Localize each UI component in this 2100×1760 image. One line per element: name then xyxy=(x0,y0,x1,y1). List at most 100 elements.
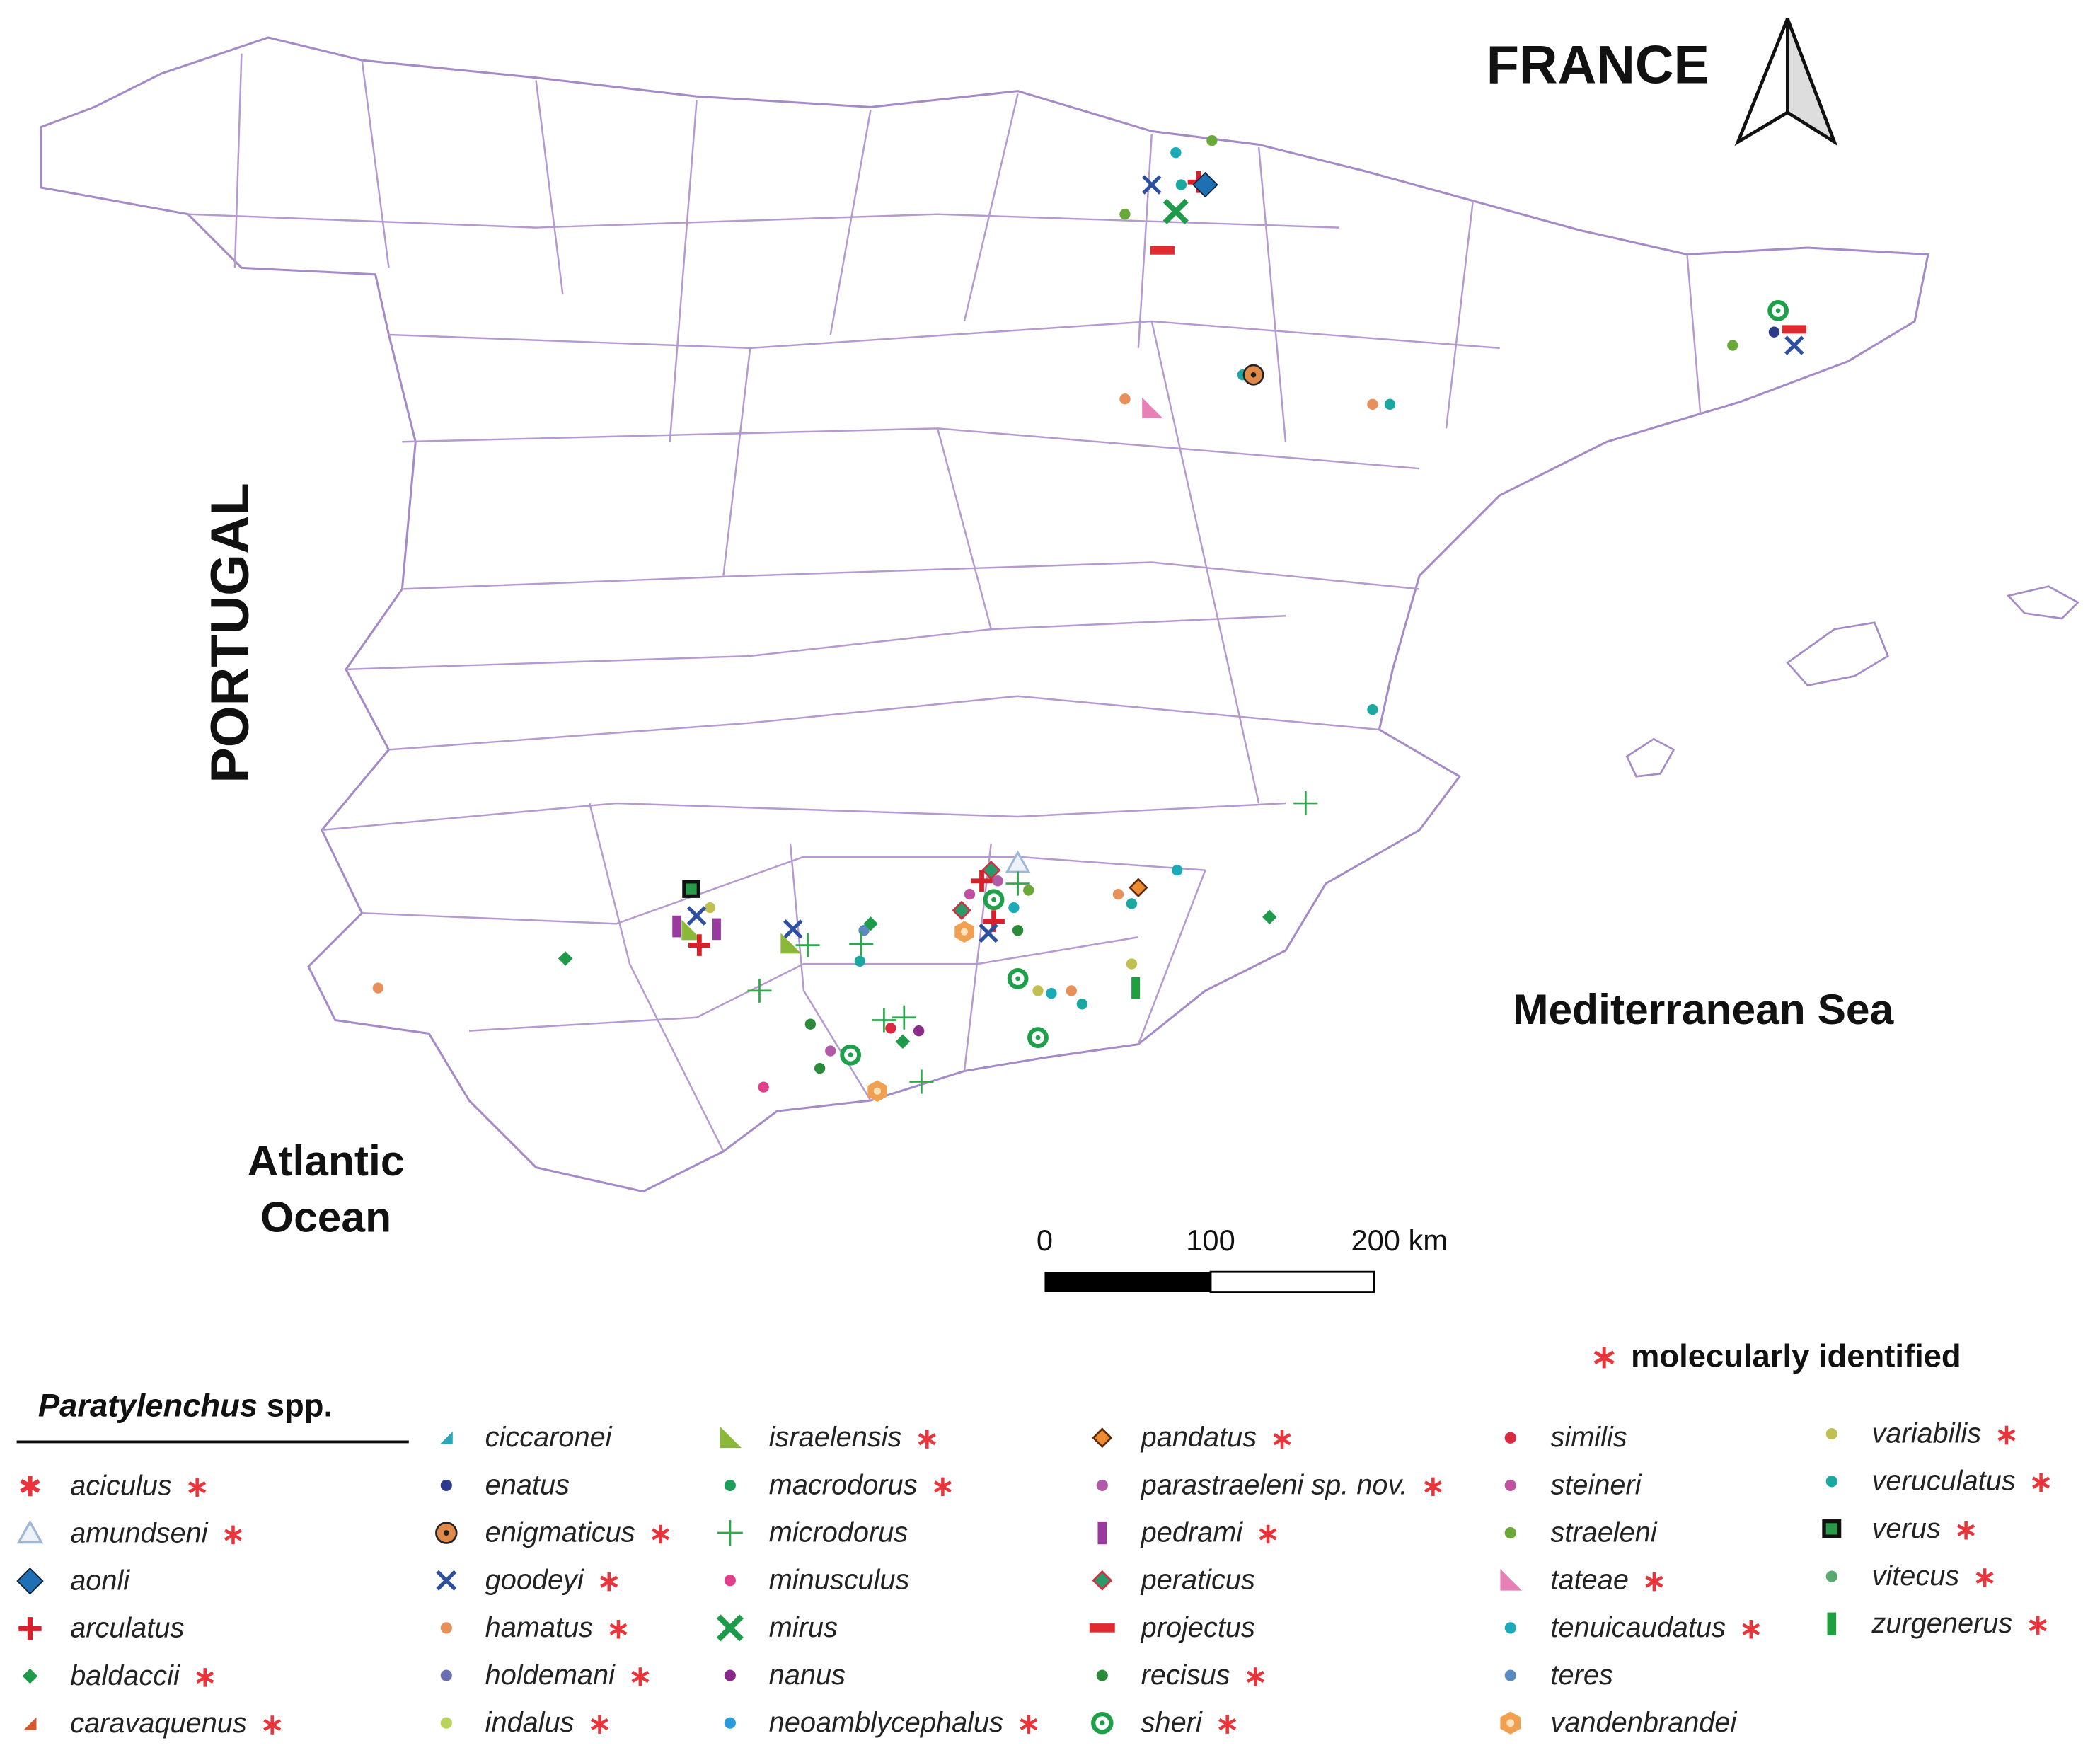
marker-shape xyxy=(1142,175,1162,195)
legend-item: sheri xyxy=(1091,1707,1237,1738)
marker xyxy=(1384,398,1396,410)
marker-shape xyxy=(872,1008,896,1033)
marker xyxy=(1172,864,1183,876)
marker xyxy=(913,1025,925,1037)
legend-label: zurgenerus xyxy=(1871,1608,2013,1639)
legend-label: vandenbrandei xyxy=(1551,1707,1738,1738)
legend: Paratylenchus spp. aciculus amundseni aonl… xyxy=(16,1387,2050,1739)
asterisk xyxy=(1020,1715,1038,1734)
marker xyxy=(724,1479,736,1492)
marker xyxy=(952,900,971,921)
marker-shape xyxy=(1293,791,1318,816)
marker xyxy=(716,1614,744,1642)
legend-item: similis xyxy=(1504,1422,1627,1453)
marker xyxy=(23,1717,37,1730)
marker-shape xyxy=(979,923,998,943)
legend-label: macrodorus xyxy=(769,1469,918,1500)
legend-label: verus xyxy=(1872,1513,1941,1544)
marker xyxy=(1008,902,1020,914)
marker-shape xyxy=(1126,898,1138,909)
marker xyxy=(440,1717,452,1729)
marker xyxy=(1126,958,1138,970)
marker xyxy=(885,1023,896,1034)
marker-shape xyxy=(1768,326,1780,338)
legend-item: goodeyi xyxy=(436,1565,618,1596)
marker xyxy=(682,880,700,898)
marker xyxy=(686,906,707,926)
marker xyxy=(16,1567,44,1595)
marker-shape xyxy=(1367,398,1378,410)
marker-shape xyxy=(724,1479,736,1492)
marker xyxy=(1005,871,1030,896)
marker xyxy=(558,951,573,966)
marker xyxy=(1096,1479,1108,1492)
marker-shape xyxy=(1262,909,1277,925)
marker xyxy=(983,889,1005,911)
marker xyxy=(1142,175,1162,195)
marker-shape xyxy=(1129,878,1148,897)
marker-shape xyxy=(1076,999,1088,1010)
marker xyxy=(892,1005,916,1030)
marker-shape xyxy=(440,1622,452,1634)
legend-label: enigmaticus xyxy=(485,1517,635,1548)
marker-shape xyxy=(717,1520,743,1546)
marker xyxy=(909,1069,934,1094)
asterisk xyxy=(1218,1715,1237,1734)
marker xyxy=(724,1717,736,1729)
marker-shape xyxy=(747,978,772,1003)
marker xyxy=(1162,198,1189,224)
molecular-note: molecularly identified xyxy=(1593,1338,1961,1374)
marker-shape xyxy=(909,1069,934,1094)
marker xyxy=(440,1669,452,1681)
marker-shape xyxy=(1012,925,1024,936)
asterisk xyxy=(1645,1572,1663,1592)
legend-label: variabilis xyxy=(1872,1417,1982,1449)
marker-shape xyxy=(1504,1622,1516,1634)
legend-item: steineri xyxy=(1504,1469,1642,1500)
marker xyxy=(1092,1570,1113,1591)
note-text: molecularly identified xyxy=(1631,1338,1961,1374)
marker-shape xyxy=(443,1530,449,1536)
legend-label: enatus xyxy=(485,1469,570,1500)
marker xyxy=(1126,898,1138,909)
marker-shape xyxy=(672,915,681,938)
scale-label: 100 xyxy=(1186,1224,1235,1257)
legend-item: nanus xyxy=(724,1660,846,1691)
marker-shape xyxy=(804,1018,817,1030)
marker xyxy=(814,1062,826,1074)
marker-shape xyxy=(1089,1623,1115,1633)
asterisk xyxy=(1424,1477,1442,1497)
legend-label: israelensis xyxy=(769,1422,902,1453)
specimen-markers xyxy=(372,134,1806,1103)
marker xyxy=(440,1479,452,1492)
marker-shape xyxy=(1092,1427,1113,1449)
legend-label: tenuicaudatus xyxy=(1551,1612,1726,1643)
marker xyxy=(1066,985,1077,996)
marker-shape xyxy=(724,1717,736,1729)
legend-item: ciccaronei xyxy=(439,1422,613,1453)
legend-title-genus: Paratylenchus xyxy=(38,1387,258,1423)
marker xyxy=(783,919,803,939)
marker-shape xyxy=(372,982,383,994)
marker-shape xyxy=(892,1005,916,1030)
scale-segment xyxy=(1044,1272,1211,1292)
marker-shape xyxy=(895,1034,911,1049)
marker xyxy=(849,931,874,956)
marker-shape xyxy=(1112,889,1124,900)
marker xyxy=(1825,1570,1837,1582)
marker-shape xyxy=(1825,1476,1837,1488)
marker-shape xyxy=(724,1575,736,1587)
legend-label: minusculus xyxy=(769,1565,910,1596)
legend-item: hamatus xyxy=(440,1612,628,1643)
asterisk xyxy=(1997,1425,2016,1445)
marker xyxy=(435,1522,458,1544)
legend-item: parastraeleni sp. nov. xyxy=(1096,1469,1442,1500)
legend-item: enatus xyxy=(440,1469,570,1500)
legend-item: teres xyxy=(1504,1660,1613,1691)
marker xyxy=(1504,1669,1516,1681)
marker xyxy=(372,982,383,994)
marker xyxy=(1242,364,1264,386)
scale-label: 200 km xyxy=(1351,1224,1448,1257)
legend-label: recisus xyxy=(1141,1660,1230,1691)
legend-label: holdemani xyxy=(485,1660,616,1691)
